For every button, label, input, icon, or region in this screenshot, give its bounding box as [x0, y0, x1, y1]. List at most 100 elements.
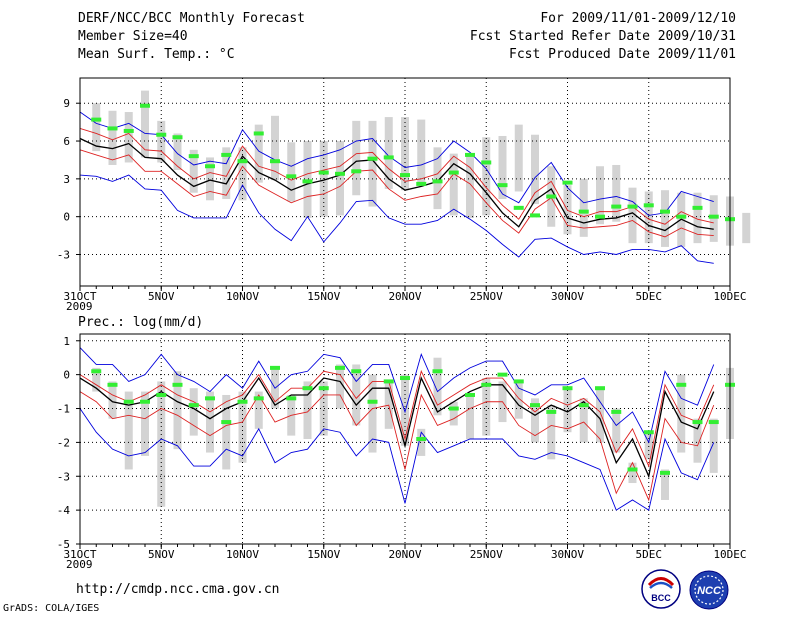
series-lower [79, 391, 715, 502]
spread-box [644, 191, 653, 244]
observed-mark [416, 181, 427, 186]
observed-mark [481, 382, 492, 387]
observed-mark [611, 409, 622, 414]
spread-box [482, 137, 491, 216]
x-tick-label: 15NOV [307, 548, 340, 561]
observed-mark [595, 386, 605, 391]
observed-mark [448, 170, 459, 175]
ncc-logo-text: NCC [697, 585, 722, 597]
series-mean [79, 137, 714, 232]
spread-box [157, 120, 166, 163]
x-tick-label: 30NOV [551, 548, 584, 561]
observed-mark [432, 369, 443, 374]
observed-mark [156, 132, 167, 137]
observed-mark [400, 173, 410, 178]
observed-mark [286, 396, 297, 401]
x-year-label: 2009 [66, 558, 93, 571]
x-tick-label: 10NOV [226, 548, 259, 561]
spread-box [108, 381, 117, 419]
x-tick-label: 5DEC [636, 290, 663, 303]
observed-mark [140, 399, 150, 404]
observed-mark [676, 214, 687, 219]
observed-mark [270, 365, 280, 370]
observed-mark [708, 214, 719, 219]
spread-box [238, 391, 247, 463]
spread-box [173, 133, 182, 171]
bcc-logo: BCC [641, 569, 681, 609]
site-url[interactable]: http://cmdp.ncc.cma.gov.cn [76, 582, 280, 597]
bcc-logo-text: BCC [651, 593, 671, 603]
spread-box [92, 103, 101, 152]
observed-mark [416, 437, 427, 441]
y-tick-label: -3 [57, 248, 70, 261]
spread-box [271, 115, 279, 181]
observed-mark [188, 403, 199, 408]
spread-box [417, 119, 426, 186]
series-upper [79, 369, 715, 468]
spread-box [206, 391, 214, 453]
series-max [79, 347, 715, 444]
spread-box [287, 142, 296, 202]
grads-credit: GrADS: COLA/IGES [3, 603, 100, 614]
spread-box [368, 374, 377, 453]
spread-box [124, 112, 133, 163]
observed-mark [318, 386, 329, 391]
observed-mark [383, 155, 394, 160]
spread-box [466, 153, 474, 218]
series-upper [79, 127, 714, 225]
spread-box [644, 432, 653, 460]
series-min [79, 408, 715, 511]
spread-box [189, 388, 198, 436]
observed-mark [448, 406, 459, 411]
observed-mark [107, 126, 118, 131]
observed-mark [286, 174, 297, 179]
observed-mark [302, 179, 313, 184]
observed-mark [107, 382, 118, 387]
spread-box [206, 157, 214, 201]
series-min [79, 174, 714, 264]
x-tick-label: 31OCT [63, 548, 96, 561]
x-tick-label: 20NOV [388, 548, 421, 561]
spread-box [693, 192, 702, 244]
spread-box [531, 398, 539, 443]
spread-box [628, 187, 637, 244]
observed-mark [692, 420, 703, 425]
spread-box [157, 381, 166, 507]
observed-mark [367, 156, 378, 161]
x-year-label: 2009 [66, 300, 93, 313]
observed-mark [123, 128, 134, 133]
observed-mark [270, 159, 280, 164]
spread-box [336, 364, 344, 409]
observed-mark [400, 376, 410, 381]
variable-label: Mean Surf. Temp.: °C [78, 47, 235, 62]
observed-mark [643, 430, 654, 435]
spread-box [612, 164, 621, 222]
observed-mark [513, 205, 524, 210]
observed-mark [562, 386, 573, 391]
y-tick-label: 1 [63, 335, 70, 348]
y-tick-label: -1 [57, 403, 70, 416]
observed-mark [530, 403, 540, 408]
spread-box [449, 153, 458, 216]
spread-box [303, 381, 312, 439]
spread-box [579, 398, 588, 443]
spread-box [547, 405, 556, 460]
forecast-period: For 2009/11/01-2009/12/10 [540, 11, 736, 26]
spread-box [352, 120, 361, 196]
spread-box [449, 401, 458, 426]
x-tick-label: 10DEC [713, 548, 746, 561]
spread-box [514, 124, 523, 192]
observed-mark [465, 392, 475, 397]
observed-mark [351, 169, 362, 174]
x-tick-label: 25NOV [470, 548, 503, 561]
spread-box [189, 149, 198, 193]
observed-mark [156, 392, 167, 397]
spread-box [466, 394, 474, 439]
observed-mark [221, 420, 232, 425]
x-tick-label: 5NOV [148, 290, 175, 303]
x-tick-label: 5NOV [148, 548, 175, 561]
observed-mark [140, 103, 150, 108]
observed-mark [643, 203, 654, 208]
